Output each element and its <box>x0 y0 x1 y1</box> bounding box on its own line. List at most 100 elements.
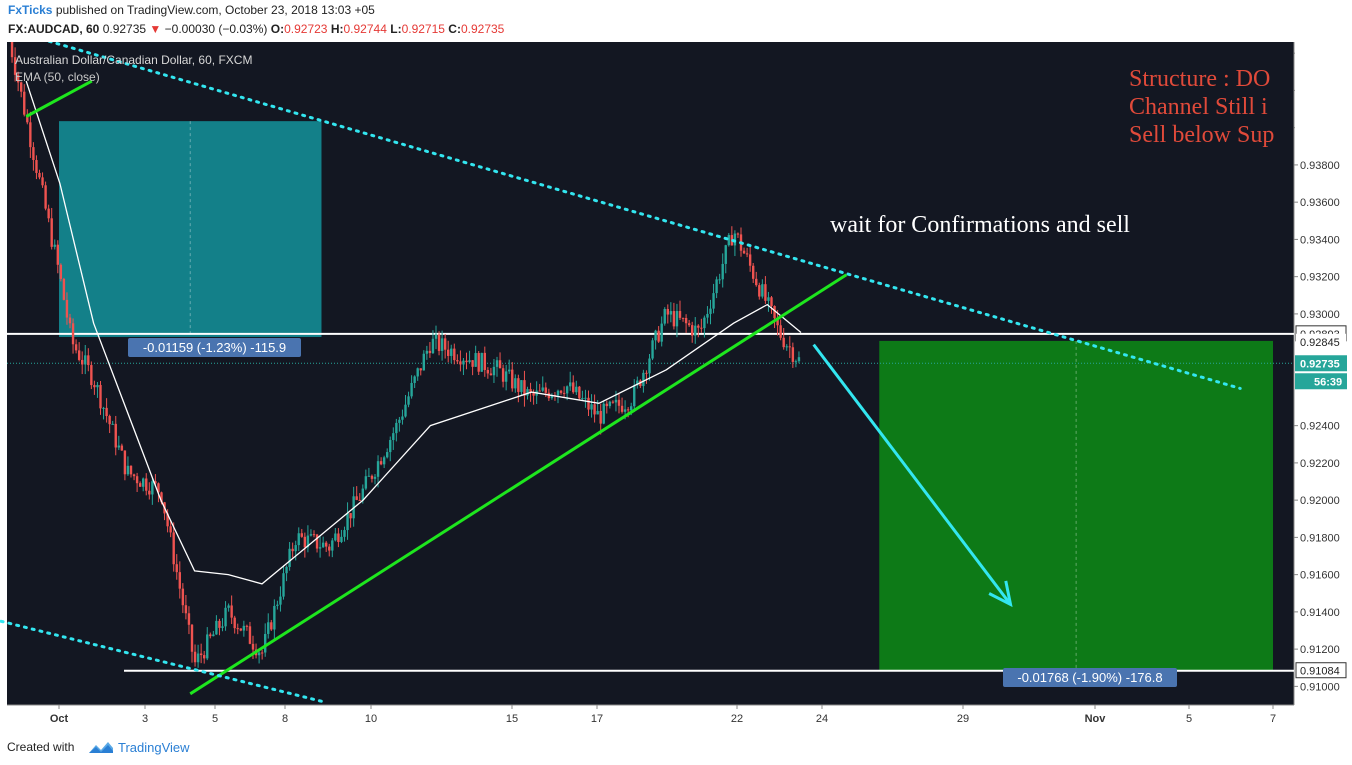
price-tick-label: 0.91000 <box>1300 681 1340 693</box>
candle-body <box>559 390 563 393</box>
projection-arrow-shaft[interactable] <box>812 343 1012 606</box>
candle-body <box>718 279 721 281</box>
ohlc-line: FX:AUDCAD, 60 0.92735 ▼ −0.00030 (−0.03%… <box>8 22 504 36</box>
candle-body <box>364 476 368 489</box>
measure-boxes <box>59 121 1273 671</box>
candle-body <box>71 323 75 345</box>
candle-body <box>541 387 544 391</box>
lower-channel-line[interactable] <box>0 619 323 703</box>
candle-body <box>111 423 114 425</box>
candle-body <box>294 545 297 552</box>
candle-body <box>129 465 133 475</box>
candle-body <box>35 160 38 173</box>
candle-body <box>358 499 361 501</box>
candle-body <box>343 530 346 537</box>
candle-body <box>626 409 630 411</box>
candle-body <box>44 185 47 209</box>
candle-body <box>755 278 758 286</box>
time-tick-label: 8 <box>282 713 288 725</box>
candle-body <box>422 353 425 371</box>
candle-body <box>142 478 145 487</box>
candle-body <box>416 368 419 377</box>
candle-body <box>471 360 474 367</box>
candle-body <box>593 404 596 415</box>
tradingview-link[interactable]: TradingView <box>118 740 190 755</box>
candle-body <box>520 380 523 392</box>
time-tick-label: 17 <box>591 713 603 725</box>
price-tick-label: 0.93200 <box>1300 272 1340 284</box>
price-marker-label: 0.92845 <box>1300 337 1340 349</box>
candle-body <box>340 536 343 542</box>
candle-body <box>96 384 99 388</box>
chart-canvas[interactable]: -0.01159 (-1.23%) -115.9 -0.01768 (-1.90%… <box>0 42 1352 732</box>
candle-body <box>172 532 175 565</box>
candle-body <box>437 334 441 351</box>
candle-body <box>788 346 791 348</box>
candle-body <box>398 419 401 423</box>
candle-body <box>239 628 242 631</box>
candle-body <box>26 114 29 123</box>
ema-50-line[interactable] <box>25 80 802 585</box>
symbol-label[interactable]: FX:AUDCAD, 60 <box>8 22 100 36</box>
candle-body <box>645 372 648 374</box>
candle-body <box>84 355 87 365</box>
candle-body <box>126 465 130 475</box>
axis-mask <box>1295 42 1352 152</box>
candle-body <box>773 305 776 319</box>
candle-body <box>602 403 605 424</box>
candle-body <box>596 410 599 415</box>
candle-body <box>483 352 486 370</box>
candle-body <box>151 481 154 495</box>
close-label: C: <box>448 22 461 36</box>
price-change: −0.00030 (−0.03%) <box>164 22 268 36</box>
price-marker-box <box>1296 333 1346 349</box>
candle-body <box>230 605 233 618</box>
early-uptrend-line[interactable] <box>25 79 93 118</box>
time-tick-label: 22 <box>731 713 743 725</box>
candle-body <box>742 250 746 254</box>
candle-body <box>379 461 383 465</box>
legend-title: Australian Dollar/Canadian Dollar, 60, F… <box>15 53 252 67</box>
candle-body <box>47 208 50 219</box>
time-tick-label: 5 <box>212 713 218 725</box>
candle-body <box>227 605 230 608</box>
low-level-marker <box>1295 662 1347 679</box>
candle-body <box>538 390 541 392</box>
candle-body <box>791 347 795 362</box>
candle-body <box>224 607 227 627</box>
candle-body <box>675 311 679 327</box>
candle-body <box>575 386 578 393</box>
structure-line-1: Structure : DO <box>1129 66 1270 92</box>
target-move-box[interactable] <box>879 340 1273 671</box>
candle-body <box>608 401 612 407</box>
candle-body <box>206 634 209 659</box>
candle-body <box>480 352 483 372</box>
candle-body <box>65 299 69 318</box>
candle-body <box>56 244 59 265</box>
short-move-box[interactable] <box>59 121 322 337</box>
candle-body <box>709 308 712 314</box>
low-level-label: 0.91084 <box>1300 666 1340 678</box>
price-tick-label: 0.91400 <box>1300 607 1340 619</box>
candle-body <box>318 547 322 549</box>
candle-body <box>38 172 41 178</box>
candle-body <box>20 82 23 92</box>
candle-body <box>419 368 422 371</box>
short-move-label: -0.01159 (-1.23%) -115.9 <box>143 340 286 355</box>
ema-line <box>25 80 802 585</box>
candle-body <box>13 57 17 75</box>
candle-body <box>761 284 764 297</box>
high-label: H: <box>330 22 344 36</box>
tradingview-logo-icon[interactable] <box>88 739 114 755</box>
candle-body <box>694 325 697 336</box>
support-uptrend-line[interactable] <box>189 273 848 696</box>
candle-body <box>776 318 779 326</box>
publisher-name[interactable]: FxTicks <box>8 3 53 17</box>
legend-indicator[interactable]: EMA (50, close) <box>15 70 100 84</box>
candle-body <box>504 371 508 382</box>
candle-body <box>135 476 139 484</box>
upper-resistance-line[interactable] <box>26 42 1242 390</box>
price-tick-label: 0.93400 <box>1300 234 1340 246</box>
candle-body <box>276 604 279 606</box>
candle-body <box>328 546 331 551</box>
